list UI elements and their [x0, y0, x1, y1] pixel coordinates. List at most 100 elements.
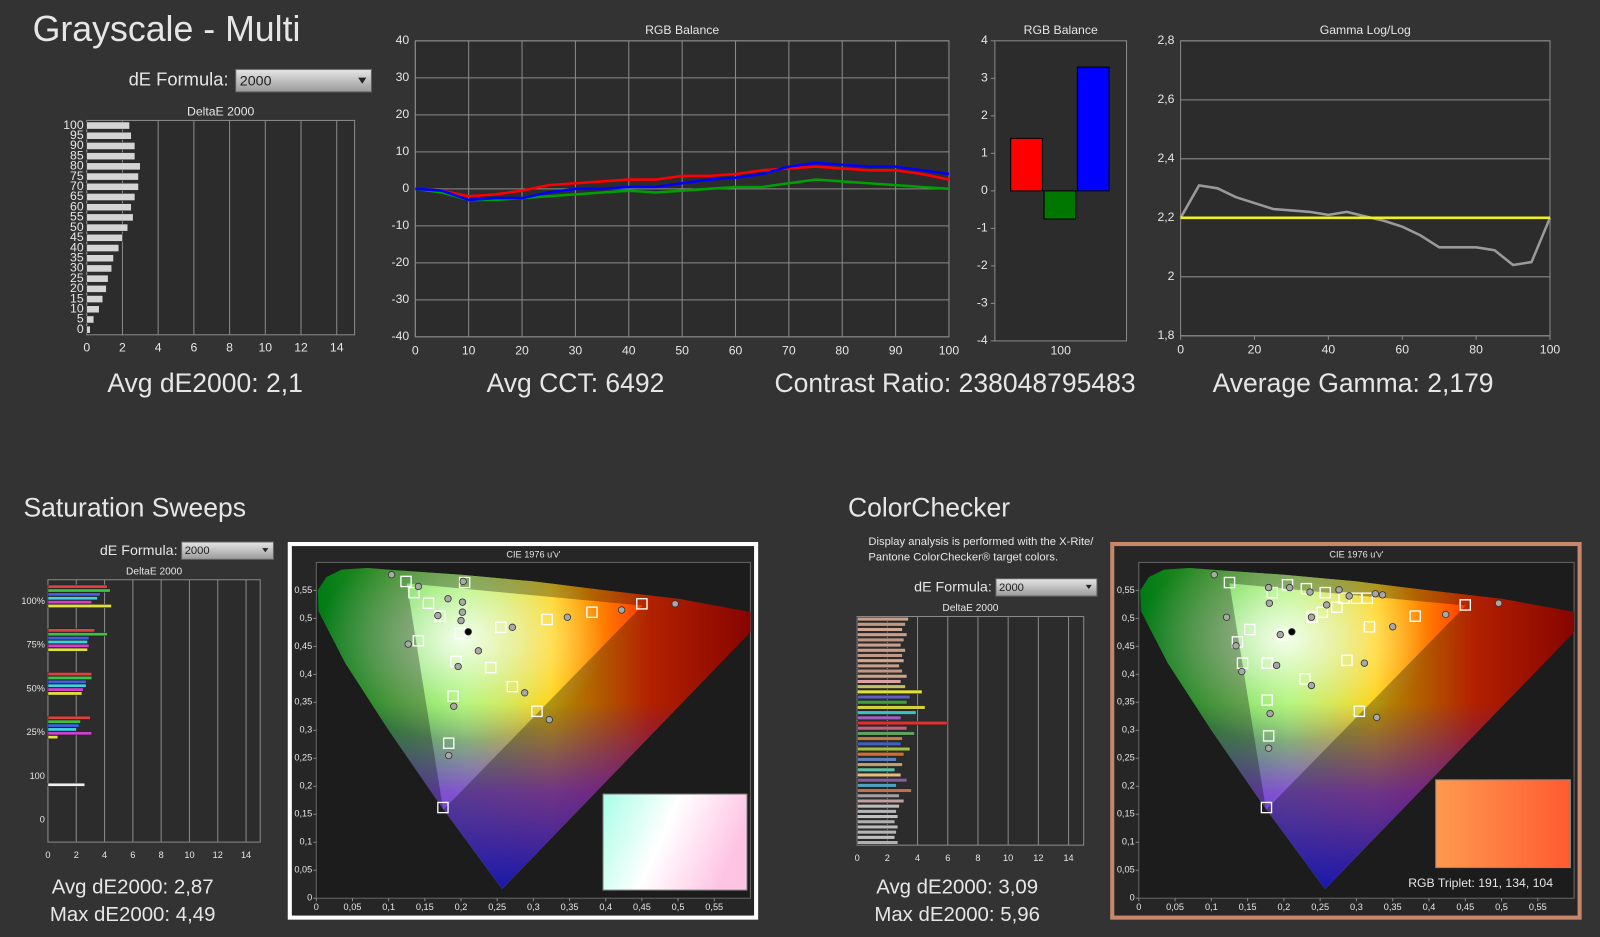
- measured-point: [434, 611, 442, 620]
- x-tick-label: 0,55: [1529, 902, 1547, 912]
- measured-point: [450, 702, 458, 710]
- bar: [856, 819, 896, 824]
- y-tick-label: 100: [63, 118, 84, 132]
- x-tick-label: 8: [975, 853, 980, 863]
- stat: Avg CCT: 6492: [487, 368, 665, 398]
- target-point: [586, 606, 598, 618]
- bar: [1010, 137, 1043, 192]
- chart-title: DeltaE 2000: [942, 603, 998, 614]
- target-point: [636, 598, 648, 610]
- measured-point: [445, 751, 453, 760]
- target-point: [1261, 694, 1273, 706]
- bar: [86, 172, 139, 181]
- measured-point: [458, 608, 467, 616]
- x-tick-label: 0,2: [455, 902, 468, 912]
- bar-chart: RGB Balance -4 -3 -2 -1 0 1 2 3 4 100: [977, 23, 1128, 357]
- measured-point: [1335, 586, 1343, 594]
- x-tick-label: 100: [1051, 343, 1072, 357]
- x-tick-label: 40: [1322, 342, 1336, 356]
- y-tick-label: 75: [70, 169, 84, 183]
- plot-area: [47, 579, 261, 843]
- y-tick-label: 0,5: [299, 613, 312, 623]
- target-point: [447, 690, 459, 702]
- x-tick-label: 8: [159, 850, 164, 860]
- bar: [47, 632, 108, 637]
- y-tick-label: 3: [981, 71, 988, 85]
- target-point: [484, 661, 497, 674]
- y-tick-label: 0: [307, 893, 312, 903]
- measured-point: [1272, 661, 1281, 670]
- bar: [856, 710, 917, 715]
- bar: [86, 254, 114, 263]
- y-tick-label: 0,3: [1122, 725, 1135, 735]
- stat-clip: Contrast Ratio: 238048795483: [774, 368, 1135, 398]
- x-tick-label: 0,35: [1384, 902, 1402, 912]
- bar: [47, 672, 93, 676]
- bar: [856, 679, 902, 684]
- y-tick-label: 80: [70, 159, 84, 173]
- y-tick-label: 25%: [27, 727, 45, 737]
- dropdown-value: 2000: [185, 545, 210, 557]
- x-tick-label: 4: [102, 850, 107, 860]
- bar: [856, 637, 905, 642]
- x-tick-label: 60: [729, 343, 743, 357]
- measured-point: [1264, 744, 1273, 752]
- delta-e-chart: DeltaE 2000 0 2 4 6 8 10 12 14 100% 75% 50% 25% 100 0: [21, 566, 261, 860]
- measured-point: [671, 600, 679, 608]
- y-tick-label: 0,5: [1122, 613, 1135, 623]
- x-tick-label: 40: [622, 343, 636, 357]
- y-tick-label: 50%: [27, 683, 45, 693]
- bar: [86, 152, 136, 160]
- target-point: [1260, 801, 1273, 814]
- y-tick-label: 0,2: [299, 781, 312, 791]
- dropdown-arrow: [1085, 584, 1092, 589]
- x-tick-label: 30: [569, 343, 583, 357]
- target-point: [1331, 601, 1343, 613]
- y-tick-label: 30: [70, 261, 84, 275]
- bar: [856, 726, 908, 731]
- dropdown[interactable]: [235, 68, 372, 93]
- bar: [47, 727, 77, 732]
- dropdown-value: 2000: [999, 582, 1024, 594]
- y-tick-label: 0: [1130, 893, 1135, 903]
- bar: [86, 213, 134, 222]
- dropdown[interactable]: [181, 541, 274, 560]
- series-line: [1179, 184, 1552, 267]
- y-tick-label: 0,35: [294, 697, 312, 707]
- bar: [856, 653, 903, 658]
- x-tick-label: 0,3: [527, 902, 540, 912]
- target-point: [442, 737, 455, 749]
- x-tick-label: 6: [945, 853, 950, 863]
- chart-title: RGB Balance: [1024, 23, 1098, 37]
- x-tick-label: 0,5: [1495, 902, 1508, 912]
- plot-area: [1180, 40, 1551, 337]
- y-tick-label: -4: [977, 333, 988, 347]
- chart-title: CIE 1976 u'v': [1329, 550, 1383, 560]
- x-tick-label: 0,05: [344, 902, 362, 912]
- bar: [856, 627, 903, 632]
- bar: [86, 295, 104, 303]
- bar: [86, 285, 107, 293]
- control-label: dE Formula:: [100, 543, 178, 559]
- page-title: Grayscale - Multi: [33, 9, 301, 49]
- cie-chart: CIE 1976 u'v' 0 0,05 0,1 0,15 0,2 0,25 0,3 0,35 0…: [294, 550, 751, 912]
- x-tick-label: 8: [226, 340, 233, 354]
- measured-point: [1264, 583, 1273, 592]
- series-line: [415, 165, 950, 198]
- dropdown[interactable]: [995, 578, 1098, 597]
- y-tick-label: 40: [70, 240, 84, 254]
- measured-point: [521, 689, 529, 697]
- series-line: [415, 161, 950, 202]
- y-tick-label: 20: [396, 107, 410, 121]
- dropdown-arrow: [358, 77, 367, 84]
- y-tick-label: 55: [70, 210, 84, 224]
- x-tick-label: 10: [184, 850, 194, 860]
- y-tick-label: -10: [391, 218, 409, 232]
- measured-point: [1345, 592, 1353, 600]
- measured-point: [1306, 588, 1314, 596]
- measured-point: [1389, 623, 1397, 631]
- y-tick-label: 1: [981, 146, 988, 160]
- measured-point: [1288, 628, 1296, 636]
- y-tick-label: -1: [977, 221, 988, 235]
